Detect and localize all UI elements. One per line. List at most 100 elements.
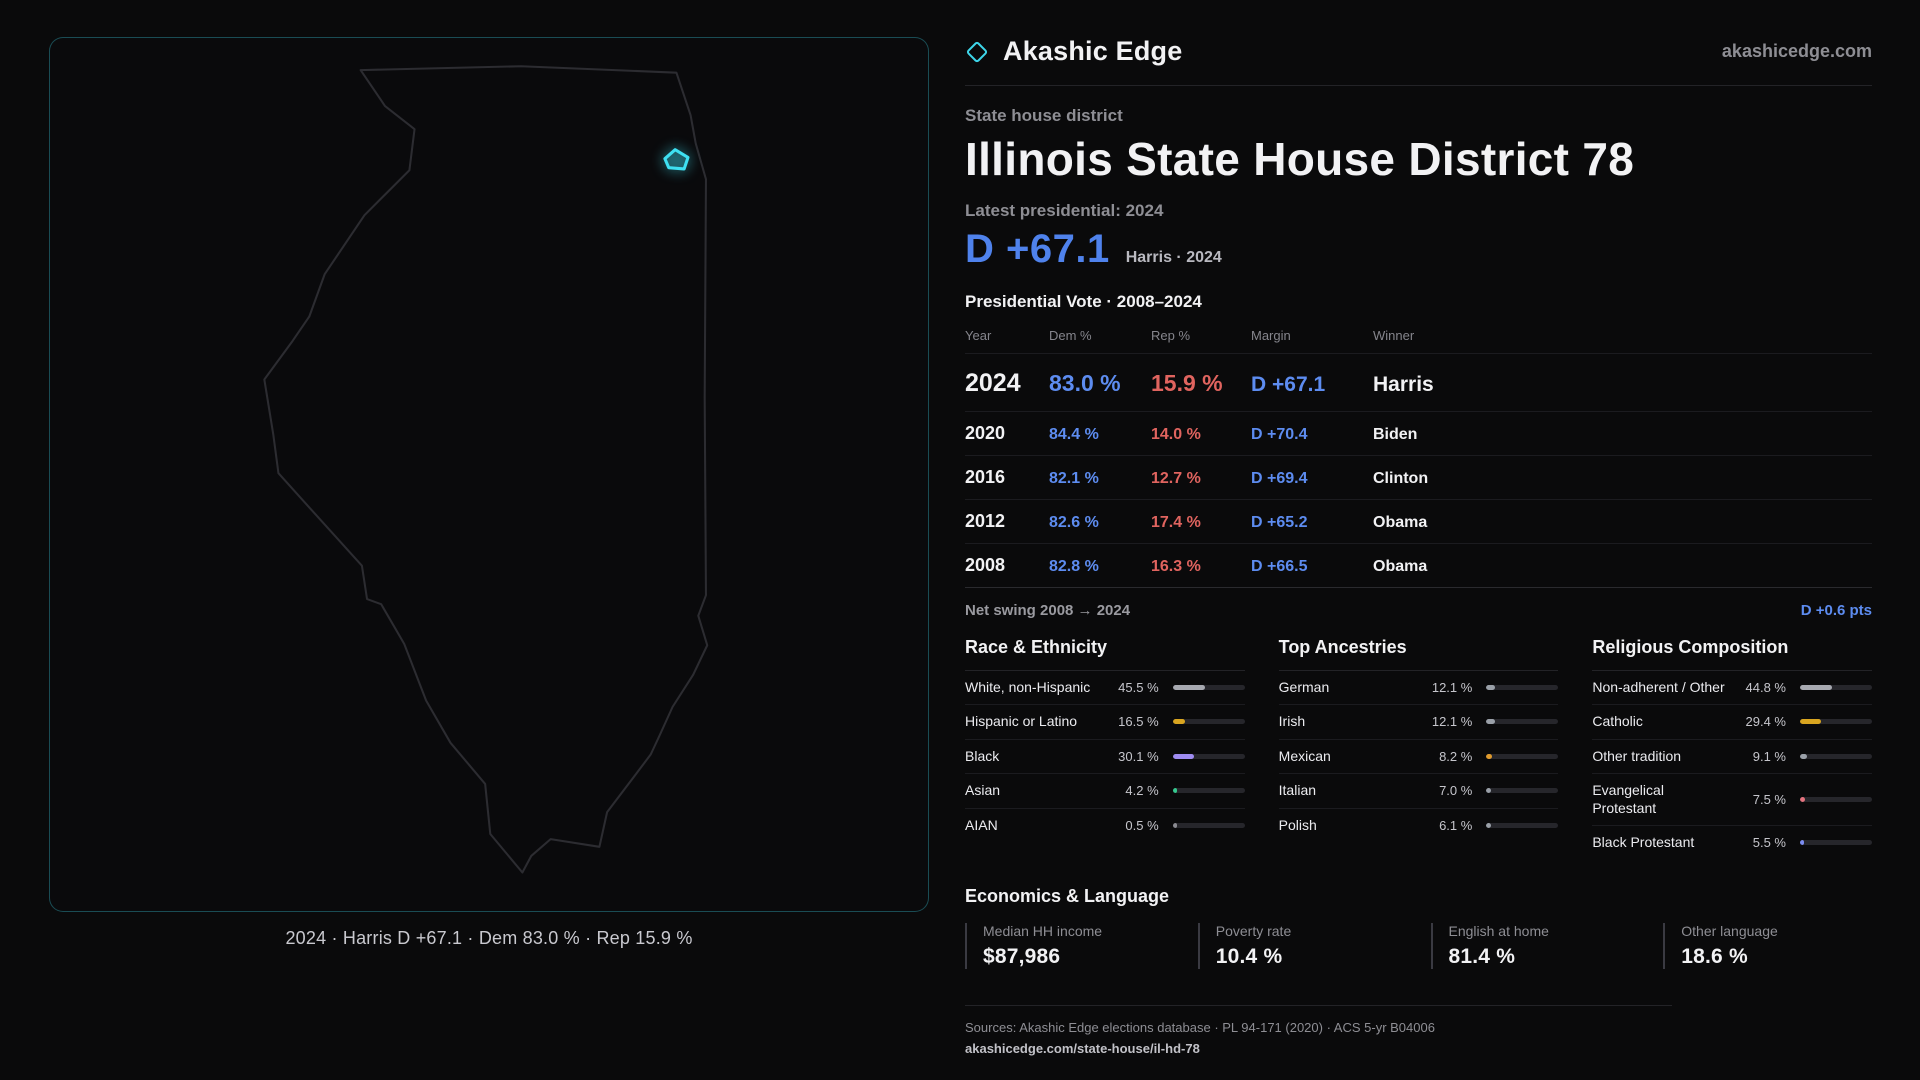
vote-column-header: Rep % [1151, 327, 1191, 343]
demo-row: Hispanic or Latino 16.5 % [965, 705, 1245, 740]
vote-row: 2012 82.6 % 17.4 % D +65.2 Obama [965, 498, 1872, 543]
site-url-link[interactable]: akashicedge.com [1721, 41, 1872, 61]
demo-value: 7.5 % [1752, 792, 1786, 808]
demo-label: Mexican [1278, 747, 1331, 764]
demo-row: Asian 4.2 % [965, 774, 1245, 809]
vote-year-cell: 2012 [965, 510, 1006, 531]
demo-value: 4.2 % [1125, 783, 1159, 799]
headline-margin-value: D +67.1 [965, 226, 1110, 271]
demo-group-title: Race & Ethnicity [965, 637, 1245, 671]
district-marker[interactable] [663, 148, 690, 171]
demo-bar-fill [1486, 788, 1492, 794]
vote-margin-cell: D +69.4 [1251, 469, 1308, 487]
demo-value: 7.0 % [1439, 783, 1473, 799]
stat-value: 18.6 % [1681, 944, 1748, 968]
demo-label: Polish [1278, 816, 1317, 833]
demo-value: 45.5 % [1118, 679, 1159, 695]
stat-label: Other language [1681, 922, 1778, 939]
vote-rep-cell: 15.9 % [1151, 369, 1223, 396]
content: Akashic Edge akashicedge.com State house… [965, 34, 1872, 1056]
demo-bar-fill [1799, 840, 1805, 846]
demo-label: Evangelical Protestant [1592, 782, 1664, 816]
demo-row: Catholic 29.4 % [1592, 705, 1872, 740]
demo-bar-track [1799, 719, 1872, 725]
eyebrow-label: State house district [965, 106, 1123, 125]
demo-group: Race & Ethnicity White, non-Hispanic 45.5 … [965, 637, 1245, 843]
demo-row: Irish 12.1 % [1278, 705, 1559, 740]
demo-label: White, non-Hispanic [965, 678, 1091, 695]
stat-block: English at home 81.4 % [1430, 922, 1640, 969]
vote-dem-cell: 83.0 % [1049, 369, 1121, 396]
vote-rep-cell: 14.0 % [1151, 425, 1201, 443]
demo-value: 9.1 % [1752, 748, 1786, 764]
demo-value: 8.2 % [1439, 748, 1473, 764]
demo-bar-track [1172, 788, 1245, 794]
demo-row: Other tradition 9.1 % [1592, 740, 1872, 775]
demo-bar-track [1799, 753, 1872, 759]
net-swing-value: D +0.6 pts [1800, 601, 1872, 619]
demo-group-title: Top Ancestries [1278, 637, 1559, 671]
vote-column-header: Winner [1373, 327, 1415, 343]
demo-bar-fill [1172, 753, 1195, 759]
demo-bar-track [1172, 753, 1245, 759]
demo-bar-fill [1799, 684, 1833, 690]
vote-dem-cell: 84.4 % [1049, 425, 1099, 443]
demo-label: Irish [1278, 713, 1306, 730]
economics-stats: Median HH income $87,986 Poverty rate 10.4 … [965, 922, 1872, 969]
demo-bar-track [1486, 822, 1559, 828]
demo-label: Italian [1278, 782, 1317, 799]
vote-rep-cell: 17.4 % [1151, 513, 1201, 531]
demo-bar-fill [1172, 684, 1206, 690]
demo-bar-track [1486, 753, 1559, 759]
demo-value: 6.1 % [1439, 817, 1473, 833]
vote-year-cell: 2016 [965, 466, 1006, 487]
demo-row: Black 30.1 % [965, 740, 1245, 775]
stat-value: 10.4 % [1215, 944, 1283, 968]
demo-row: Italian 7.0 % [1278, 774, 1559, 809]
vote-rep-cell: 12.7 % [1151, 469, 1201, 487]
footer-divider [965, 1004, 1673, 1006]
vote-dem-cell: 82.6 % [1049, 513, 1099, 531]
illinois-map [263, 65, 709, 874]
net-swing-label: Net swing 2008 → 2024 [965, 601, 1131, 619]
map-caption: 2024 · Harris D +67.1 · Dem 83.0 % · Rep… [285, 928, 693, 948]
vote-row: 2008 82.8 % 16.3 % D +66.5 Obama [965, 542, 1872, 587]
vote-margin-cell: D +67.1 [1251, 372, 1326, 396]
demo-label: Non-adherent / Other [1592, 678, 1725, 695]
demo-label: Catholic [1592, 713, 1643, 730]
vote-winner-cell: Obama [1373, 513, 1428, 531]
net-swing-row: Net swing 2008 → 2024 D +0.6 pts [965, 586, 1872, 619]
stat-block: Poverty rate 10.4 % [1197, 922, 1407, 969]
demo-row: AIAN 0.5 % [965, 809, 1245, 843]
vote-row: 2016 82.1 % 12.7 % D +69.4 Clinton [965, 454, 1872, 499]
demo-bar-track [1799, 684, 1872, 690]
state-outline [263, 65, 709, 874]
demo-row: Evangelical Protestant 7.5 % [1592, 774, 1872, 827]
vote-dem-cell: 82.8 % [1049, 557, 1099, 575]
vote-table-header-row: Year Dem % Rep % Margin Winner [965, 324, 1872, 353]
demo-row: German 12.1 % [1278, 671, 1559, 706]
economics-title: Economics & Language [965, 885, 1170, 906]
stat-block: Other language 18.6 % [1663, 922, 1872, 969]
demo-value: 0.5 % [1125, 817, 1159, 833]
demo-bar-track [1172, 684, 1245, 690]
demo-row: Polish 6.1 % [1279, 809, 1559, 843]
footer-permalink[interactable]: akashicedge.com/state-house/il-hd-78 [965, 1040, 1200, 1056]
demo-value: 5.5 % [1752, 835, 1786, 851]
demo-label: Other tradition [1592, 747, 1682, 764]
demo-bar-fill [1172, 788, 1177, 794]
vote-column-header: Margin [1251, 327, 1291, 343]
demo-bar-track [1799, 840, 1872, 846]
headline-margin: D +67.1 Harris · 2024 [965, 227, 1872, 272]
demo-value: 12.1 % [1431, 679, 1473, 695]
demo-value: 30.1 % [1118, 748, 1159, 764]
stat-value: $87,986 [983, 944, 1061, 968]
vote-year-cell: 2024 [965, 368, 1021, 397]
site-header: Akashic Edge akashicedge.com [965, 34, 1872, 86]
vote-row: 2020 84.4 % 14.0 % D +70.4 Biden [965, 410, 1872, 455]
stat-label: Median HH income [983, 922, 1103, 939]
demo-bar-fill [1486, 822, 1491, 828]
sources-line: Sources: Akashic Edge elections database… [965, 1019, 1435, 1035]
demo-bar-track [1486, 719, 1559, 725]
